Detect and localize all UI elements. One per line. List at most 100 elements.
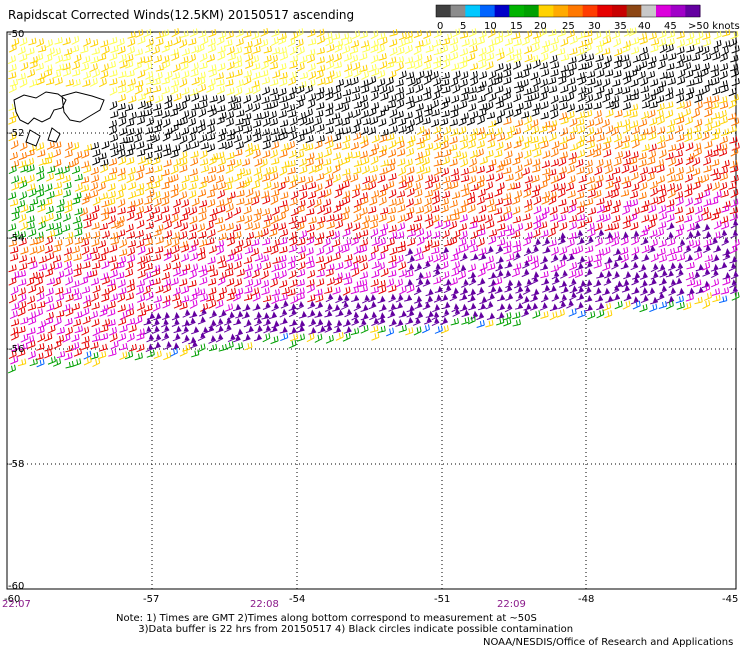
wind-barb xyxy=(476,165,485,174)
wind-barb xyxy=(396,99,405,109)
wind-barb xyxy=(173,325,182,334)
wind-barb xyxy=(477,188,486,198)
wind-barb xyxy=(162,143,171,152)
wind-barb xyxy=(641,92,650,102)
wind-barb xyxy=(469,244,479,253)
wind-barb xyxy=(343,78,352,88)
wind-barb xyxy=(422,324,430,334)
wind-barb xyxy=(215,72,224,80)
wind-barb xyxy=(730,165,739,173)
wind-barb xyxy=(442,175,451,184)
wind-barb xyxy=(83,253,92,262)
wind-barb xyxy=(162,60,171,70)
wind-barb xyxy=(197,119,206,129)
wind-barb xyxy=(305,143,314,151)
wind-barb xyxy=(26,174,35,184)
wind-barb xyxy=(252,46,261,54)
wind-barb xyxy=(720,287,730,295)
wind-barb xyxy=(7,55,16,65)
wind-barb xyxy=(278,261,287,271)
wind-barb xyxy=(36,244,45,254)
wind-barb xyxy=(109,36,118,45)
wind-barb xyxy=(650,38,660,46)
wind-barb xyxy=(279,279,288,289)
wind-barb xyxy=(674,150,683,158)
wind-barb xyxy=(532,165,541,173)
wind-barb xyxy=(135,29,144,38)
wind-barb xyxy=(629,103,639,112)
wind-barb xyxy=(251,287,260,297)
wind-barb xyxy=(153,312,162,321)
legend-color-swatch xyxy=(656,5,672,17)
wind-barb xyxy=(278,46,287,55)
wind-barb xyxy=(26,215,35,224)
wind-barb xyxy=(431,99,439,109)
wind-barb xyxy=(29,246,38,255)
wind-barb xyxy=(200,164,210,173)
wind-barb xyxy=(297,261,306,271)
wind-barb xyxy=(395,293,404,303)
wind-barb xyxy=(226,46,235,56)
wind-barb xyxy=(503,240,512,249)
wind-barb xyxy=(279,245,288,254)
wind-barb xyxy=(359,207,368,217)
wind-barb xyxy=(146,312,155,320)
wind-barb xyxy=(451,174,460,182)
wind-barb xyxy=(198,231,207,239)
wind-barb xyxy=(163,159,172,168)
wind-barb xyxy=(99,222,108,231)
legend-tick-label: 25 xyxy=(562,21,575,32)
wind-barb xyxy=(685,37,694,47)
wind-barb xyxy=(513,140,522,149)
wind-barb xyxy=(630,120,639,129)
wind-barb xyxy=(712,231,721,240)
wind-barb xyxy=(125,261,134,271)
wind-barb xyxy=(127,78,136,87)
wind-barb xyxy=(53,212,62,222)
wind-barb xyxy=(136,219,145,229)
wind-barb xyxy=(172,133,181,141)
wind-barb xyxy=(512,319,521,327)
wind-barb xyxy=(215,174,224,184)
wind-barb xyxy=(559,142,568,151)
wind-barb xyxy=(531,37,540,46)
wind-barb xyxy=(602,78,611,88)
wind-barb xyxy=(442,301,451,310)
wind-barb xyxy=(451,191,461,200)
wind-barb xyxy=(612,199,621,209)
wind-barb xyxy=(605,180,614,190)
wind-barb xyxy=(19,53,28,62)
wind-barb xyxy=(361,70,370,80)
wind-barb xyxy=(54,261,63,270)
wind-barb xyxy=(344,111,354,120)
wind-barb xyxy=(197,343,206,353)
wind-barb xyxy=(101,276,110,285)
wind-barb xyxy=(557,214,567,222)
wind-barb xyxy=(18,152,27,161)
wind-barb xyxy=(198,264,207,273)
wind-barb xyxy=(731,142,740,151)
wind-barb xyxy=(360,135,369,145)
wind-barb xyxy=(316,35,325,45)
wind-barb xyxy=(335,331,344,341)
wind-barb xyxy=(666,30,676,39)
wind-barb xyxy=(694,175,703,184)
legend-color-swatch xyxy=(436,5,452,17)
wind-barb xyxy=(675,88,684,97)
wind-barb xyxy=(421,157,430,166)
wind-barb xyxy=(126,84,135,94)
wind-barb xyxy=(46,47,55,57)
wind-barb xyxy=(199,276,208,286)
wind-barb xyxy=(413,326,422,336)
wind-barb xyxy=(440,246,449,254)
wind-barb xyxy=(325,229,335,238)
legend-color-swatch xyxy=(538,5,554,17)
wind-barb xyxy=(90,351,99,360)
wind-barb xyxy=(146,212,155,222)
wind-barb xyxy=(243,134,252,144)
wind-barb xyxy=(533,238,541,247)
wind-barb xyxy=(614,48,623,57)
wind-barb xyxy=(397,204,406,213)
wind-barb xyxy=(657,60,666,70)
wind-barb xyxy=(145,166,154,175)
